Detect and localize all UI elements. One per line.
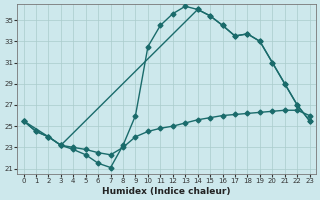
X-axis label: Humidex (Indice chaleur): Humidex (Indice chaleur) [102, 187, 231, 196]
